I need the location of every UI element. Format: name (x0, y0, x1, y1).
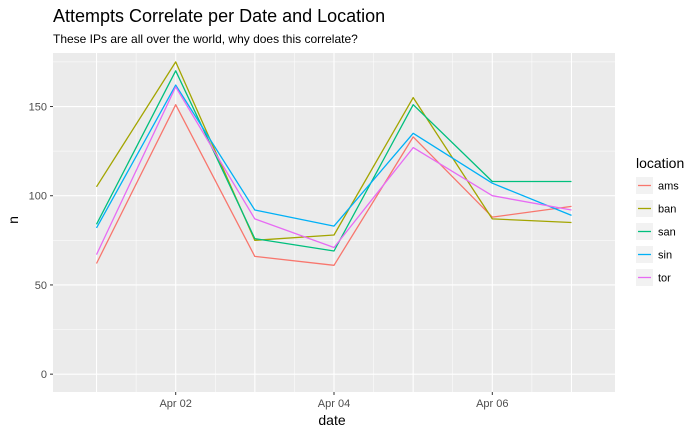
legend-label-san: san (658, 227, 676, 239)
x-axis-title: date (318, 412, 345, 428)
x-tick-label: Apr 02 (159, 398, 191, 410)
legend-label-sin: sin (658, 250, 672, 262)
legend-label-ban: ban (658, 204, 676, 216)
y-tick-label: 0 (41, 369, 47, 381)
legend-title: location (636, 155, 684, 171)
legend: location ams ban san sin tor (636, 155, 684, 286)
chart-subtitle: These IPs are all over the world, why do… (53, 32, 358, 46)
y-axis-title: n (5, 216, 21, 224)
series-lines (95, 61, 572, 266)
y-axis: 0 50 100 150 (29, 102, 53, 381)
series-line-tor (95, 86, 572, 255)
series-line-ban (95, 61, 572, 241)
y-tick-label: 50 (35, 280, 47, 292)
chart-title: Attempts Correlate per Date and Location (53, 6, 385, 26)
series-line-san (95, 70, 572, 252)
x-tick-label: Apr 06 (476, 398, 508, 410)
x-tick-label: Apr 04 (318, 398, 350, 410)
legend-label-ams: ams (658, 181, 679, 193)
series-line-sin (95, 84, 572, 229)
series-line-ams (95, 104, 572, 266)
x-axis: Apr 02 Apr 04 Apr 06 (159, 392, 509, 410)
y-tick-label: 100 (29, 191, 47, 203)
y-tick-label: 150 (29, 102, 47, 114)
legend-label-tor: tor (658, 273, 671, 285)
